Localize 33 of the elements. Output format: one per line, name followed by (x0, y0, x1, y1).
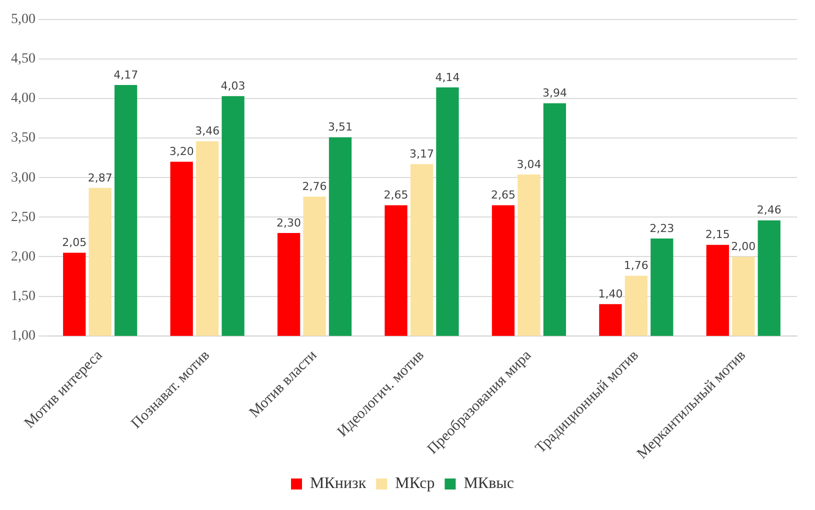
data-label: 2,15 (705, 228, 730, 242)
y-tick-label: 2,50 (11, 210, 36, 225)
data-label: 4,17 (114, 68, 138, 82)
y-tick-label: 1,50 (11, 288, 36, 304)
data-label: 2,05 (62, 236, 87, 250)
y-tick-label: 4,00 (11, 91, 36, 106)
y-tick-label: 3,00 (11, 170, 36, 186)
data-label: 4,14 (435, 70, 460, 84)
y-tick-label: 4,50 (11, 52, 36, 67)
data-label: 2,65 (490, 188, 516, 202)
data-label: 3,20 (169, 145, 194, 158)
data-label: 2,65 (384, 188, 408, 202)
y-tick-label: 2,00 (11, 249, 36, 264)
data-label: 3,94 (542, 86, 567, 100)
data-label: 2,30 (276, 216, 302, 230)
data-label: 3,51 (328, 120, 353, 134)
y-tick-label: 5,00 (11, 12, 36, 28)
data-label: 2,46 (756, 204, 782, 217)
data-label: 4,03 (220, 79, 246, 92)
data-label: 3,46 (195, 124, 220, 138)
data-label: 1,40 (598, 288, 623, 301)
legend-label: МКнизк (310, 475, 366, 492)
data-label: 2,23 (650, 222, 674, 235)
legend-label: МКср (395, 475, 435, 492)
data-label: 3,17 (410, 148, 434, 161)
y-tick-label: 3,50 (11, 130, 36, 146)
data-label: 2,00 (731, 240, 756, 254)
data-label: 1,76 (624, 259, 648, 272)
y-tick-label: 1,00 (11, 328, 36, 344)
data-label: 3,04 (516, 158, 542, 171)
data-label: 2,76 (302, 180, 327, 193)
legend-label: МКвыс (464, 475, 514, 492)
data-label: 2,87 (88, 171, 112, 184)
